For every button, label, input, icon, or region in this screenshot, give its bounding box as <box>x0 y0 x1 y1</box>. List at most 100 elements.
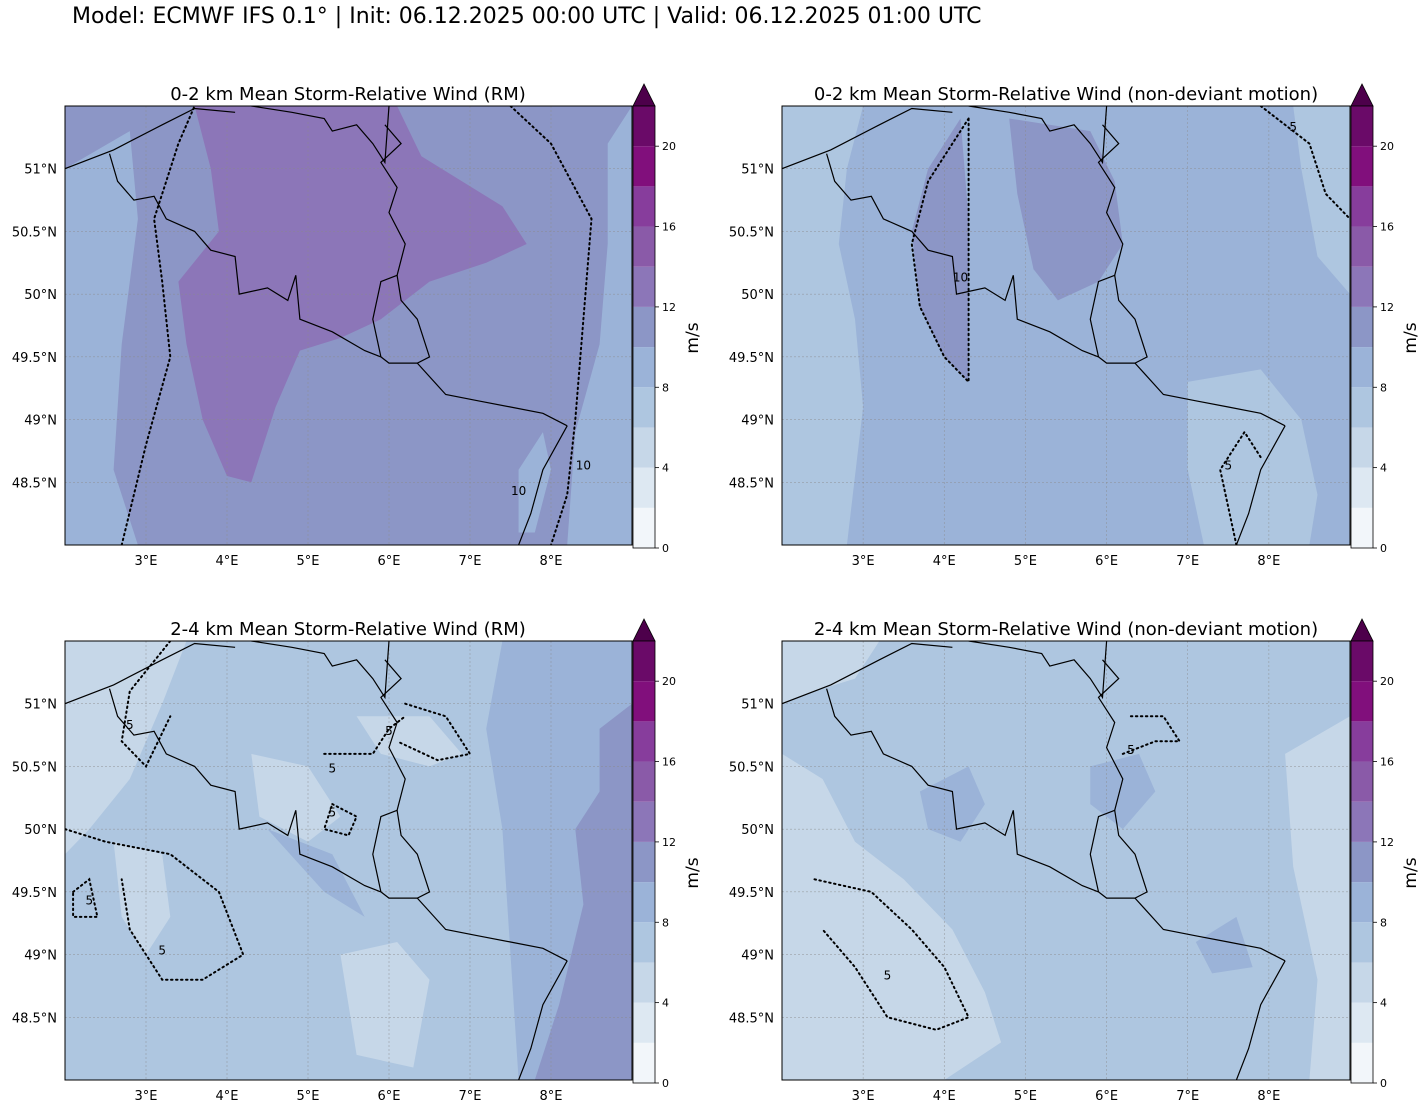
lat-tick-label: 51°N <box>24 698 57 713</box>
lon-tick-label: 6°E <box>378 1089 401 1104</box>
country-border <box>1235 960 1286 1080</box>
colorbar-tick-label: 12 <box>1380 836 1394 849</box>
colorbar-tick-label: 4 <box>1380 462 1387 475</box>
map-panel-0-2km-rm: 0-2 km Mean Storm-Relative Wind (RM) 10 1… <box>12 83 703 569</box>
colorbar-tick-label: 8 <box>662 381 669 394</box>
lat-tick-label: 50°N <box>741 288 774 303</box>
contour-fill-region <box>65 641 187 855</box>
colorbar-segment <box>633 922 655 963</box>
colorbar-extend-triangle <box>632 618 656 642</box>
colorbar-frame <box>632 105 656 549</box>
colorbar-tick-label: 20 <box>1380 140 1394 153</box>
lon-tick-label: 8°E <box>540 1089 563 1104</box>
contour-fill-region <box>267 829 365 917</box>
colorbar-tick-label: 12 <box>662 301 676 314</box>
colorbar-segment <box>1351 146 1373 187</box>
panel-title: 2-4 km Mean Storm-Relative Wind (non-dev… <box>814 619 1318 640</box>
contour-fill-region <box>782 106 864 545</box>
lat-tick-label: 49.5°N <box>729 886 774 901</box>
colorbar-segment <box>633 1042 655 1083</box>
colorbar-segment <box>633 306 655 348</box>
lon-tick-label: 4°E <box>216 1089 239 1104</box>
colorbar-label: m/s <box>1401 857 1421 888</box>
colorbar-segment <box>1351 507 1373 548</box>
lat-tick-label: 48.5°N <box>729 476 774 491</box>
contour-fill-region <box>251 753 341 842</box>
lat-tick-label: 49°N <box>741 949 774 964</box>
colorbar-segment <box>633 841 655 883</box>
colorbar-segment <box>1351 922 1373 963</box>
colorbar-segment <box>1351 721 1373 762</box>
contour-fill-region <box>782 641 880 704</box>
panel-title: 2-4 km Mean Storm-Relative Wind (RM) <box>170 619 526 640</box>
lon-tick-label: 5°E <box>1014 554 1037 569</box>
colorbar-tick-label: 8 <box>662 916 669 929</box>
contour-line <box>509 106 593 545</box>
colorbar-frame <box>1350 640 1374 1084</box>
colorbar-tick-label: 16 <box>1380 756 1394 769</box>
country-border <box>372 274 431 364</box>
lat-tick-label: 49.5°N <box>12 351 57 366</box>
contour-fill-region <box>782 753 1002 1080</box>
contour-fill-region <box>178 106 527 483</box>
colorbar-segment <box>633 387 655 428</box>
colorbar-segment <box>633 106 655 147</box>
contour-fill-region <box>65 131 138 545</box>
contour-label: 5 <box>1289 120 1297 134</box>
contour-line <box>1121 715 1182 755</box>
contour-label: 5 <box>158 944 166 958</box>
colorbar-segment <box>633 427 655 468</box>
lon-tick-label: 8°E <box>540 554 563 569</box>
contour-label: 5 <box>385 724 393 738</box>
contour-line <box>322 803 358 837</box>
contour-line <box>910 117 970 385</box>
colorbar-segment <box>1351 1002 1373 1043</box>
country-border <box>251 641 390 700</box>
contour-fill-region <box>567 106 632 545</box>
lat-tick-label: 49.5°N <box>729 351 774 366</box>
lat-tick-label: 49°N <box>741 414 774 429</box>
colorbar-extend-triangle <box>632 83 656 107</box>
lon-tick-label: 3°E <box>852 554 875 569</box>
colorbar-frame <box>632 640 656 1084</box>
colorbar-segment <box>633 347 655 388</box>
lon-tick-label: 5°E <box>297 554 320 569</box>
colorbar-tick-label: 4 <box>662 997 669 1010</box>
colorbar-segment <box>1351 266 1373 307</box>
lon-tick-label: 7°E <box>1176 554 1199 569</box>
lat-tick-label: 50.5°N <box>729 760 774 775</box>
colorbar-segment <box>633 1002 655 1043</box>
contour-label: 5 <box>884 969 892 983</box>
country-border <box>1235 425 1286 545</box>
contour-label: 5 <box>328 762 336 776</box>
map-frame <box>64 640 633 1081</box>
contour-line <box>813 878 970 1031</box>
colorbar-segment <box>1351 347 1373 388</box>
colorbar-segment <box>633 721 655 762</box>
lat-tick-label: 49.5°N <box>12 886 57 901</box>
lat-tick-label: 50.5°N <box>729 225 774 240</box>
lon-tick-label: 3°E <box>135 554 158 569</box>
colorbar-segment <box>633 962 655 1003</box>
lat-tick-label: 51°N <box>741 698 774 713</box>
colorbar-segment <box>633 507 655 548</box>
colorbar-segment <box>1351 387 1373 428</box>
colorbar-segment <box>1351 467 1373 508</box>
lon-tick-label: 5°E <box>297 1089 320 1104</box>
lat-tick-label: 50.5°N <box>12 760 57 775</box>
colorbar-tick-label: 12 <box>1380 301 1394 314</box>
contour-label: 5 <box>126 718 134 732</box>
country-border <box>782 642 953 705</box>
colorbar-segment <box>1351 226 1373 267</box>
colorbar-tick-label: 0 <box>662 1077 669 1090</box>
country-border <box>518 960 568 1080</box>
map-panel-0-2km-nondeviant: 0-2 km Mean Storm-Relative Wind (non-dev… <box>729 83 1421 569</box>
colorbar-tick-label: 4 <box>662 462 669 475</box>
colorbar-segment <box>1351 427 1373 468</box>
contour-fill-region <box>356 716 462 767</box>
contour-line <box>72 877 99 918</box>
colorbar-segment <box>633 467 655 508</box>
country-border <box>1097 124 1124 276</box>
colorbar-segment <box>633 761 655 802</box>
